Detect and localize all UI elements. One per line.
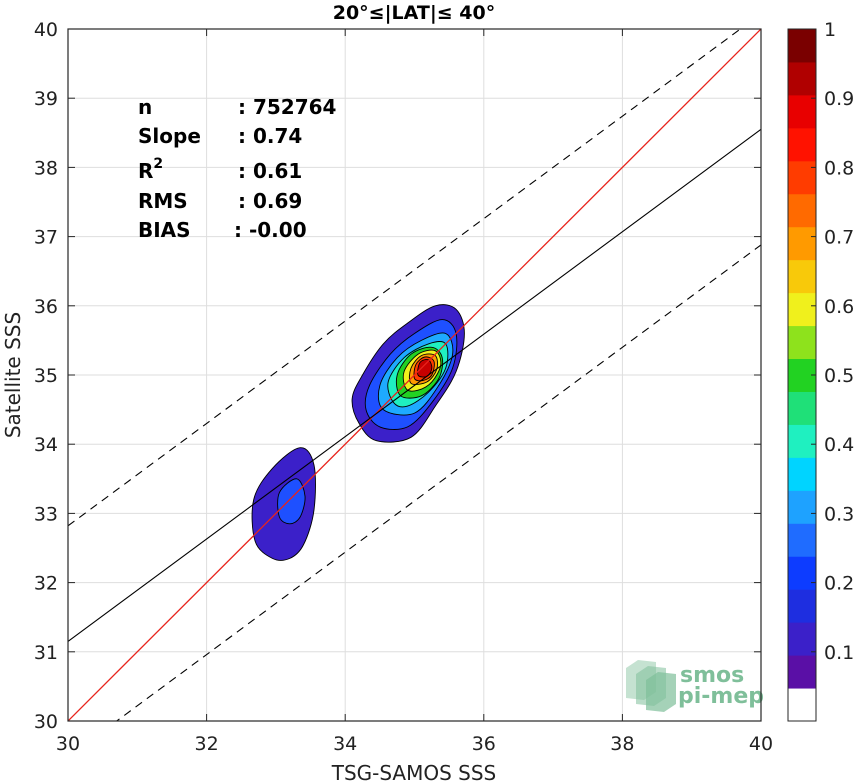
colorbar-segment bbox=[788, 424, 816, 458]
colorbar-tick-label: 0.2 bbox=[824, 573, 854, 595]
stat-label: RMS bbox=[138, 189, 188, 213]
x-tick-label: 32 bbox=[195, 733, 219, 755]
logo-layer bbox=[646, 672, 676, 712]
stat-value: : -0.00 bbox=[234, 218, 307, 242]
colorbar-tick-label: 0.1 bbox=[824, 642, 854, 664]
stat-label: BIAS bbox=[138, 218, 191, 242]
colorbar-segment bbox=[788, 457, 816, 491]
y-tick-label: 36 bbox=[34, 296, 58, 318]
colorbar-segment bbox=[788, 556, 816, 590]
y-tick-label: 38 bbox=[34, 157, 58, 179]
chart-title: 20°≤|LAT|≤ 40° bbox=[333, 2, 496, 24]
colorbar: 0.1 0.2 0.3 0.4 0.5 0.6 0.7 0.8 0.9 1 bbox=[787, 19, 854, 722]
stat-value: : 0.74 bbox=[238, 124, 302, 148]
colorbar-tick-label: 0.5 bbox=[824, 365, 854, 387]
y-tick-label: 39 bbox=[34, 88, 58, 110]
reference-lines bbox=[68, 29, 761, 721]
colorbar-segment bbox=[788, 589, 816, 623]
colorbar-tick-label: 0.4 bbox=[824, 434, 854, 456]
colorbar-segment bbox=[788, 61, 816, 96]
y-tick-label: 40 bbox=[34, 19, 58, 41]
colorbar-segment bbox=[788, 160, 816, 195]
colorbar-tick-label: 0.8 bbox=[824, 157, 854, 179]
colorbar-segment bbox=[788, 226, 816, 261]
colorbar-segment bbox=[788, 127, 816, 162]
colorbar-segment bbox=[788, 29, 816, 63]
stat-superscript: 2 bbox=[153, 156, 163, 172]
y-tick-label: 34 bbox=[34, 434, 58, 456]
colorbar-segment bbox=[788, 325, 816, 360]
density-contours bbox=[251, 304, 465, 561]
watermark-line1: smos bbox=[680, 663, 744, 688]
y-tick-label: 33 bbox=[34, 503, 58, 525]
smos-logo-icon bbox=[626, 660, 676, 712]
watermark-line2: pi-mep bbox=[678, 684, 764, 709]
colorbar-segment bbox=[788, 391, 816, 425]
one-to-one-line bbox=[68, 29, 761, 721]
y-tick-label: 32 bbox=[34, 573, 58, 595]
fit-line bbox=[68, 128, 761, 642]
colorbar-segment bbox=[788, 292, 816, 327]
colorbar-tick-label: 0.6 bbox=[824, 296, 854, 318]
colorbar-segment bbox=[788, 490, 816, 524]
x-tick-label: 36 bbox=[472, 733, 496, 755]
stat-label: n bbox=[138, 95, 152, 119]
y-tick-label: 35 bbox=[34, 365, 58, 387]
x-tick-label: 40 bbox=[749, 733, 773, 755]
stat-value: : 752764 bbox=[238, 95, 336, 119]
y-tick-label: 30 bbox=[34, 711, 58, 733]
watermark-logo: smos pi-mep bbox=[626, 660, 764, 712]
colorbar-tick-label: 0.7 bbox=[824, 227, 854, 249]
axis-ticks: 30 32 34 36 38 40 30 31 32 33 34 35 36 37 38 39 40 bbox=[34, 19, 773, 755]
x-tick-label: 30 bbox=[56, 733, 80, 755]
contour-level-0_15 bbox=[277, 478, 306, 525]
colorbar-segment bbox=[788, 622, 816, 656]
cluster-secondary bbox=[251, 447, 316, 561]
stat-value: : 0.69 bbox=[238, 189, 302, 213]
lower-bound-dashed-line bbox=[115, 244, 761, 721]
colorbar-tick-label: 0.9 bbox=[824, 88, 854, 110]
stat-label: Slope bbox=[138, 124, 201, 148]
stat-value: : 0.61 bbox=[238, 159, 302, 183]
y-tick-label: 37 bbox=[34, 227, 58, 249]
x-axis-label: TSG-SAMOS SSS bbox=[331, 761, 497, 784]
colorbar-tick-label: 0.3 bbox=[824, 503, 854, 525]
stat-label: R2 bbox=[138, 156, 163, 183]
y-axis-label: Satellite SSS bbox=[1, 312, 25, 438]
colorbar-segment bbox=[788, 523, 816, 557]
colorbar-tick-label: 1 bbox=[824, 19, 836, 41]
stats-box: n : 752764 Slope : 0.74 R2 : 0.61 RMS : 0.69 BIA… bbox=[138, 95, 336, 242]
colorbar-segment bbox=[788, 259, 816, 294]
colorbar-segment bbox=[788, 193, 816, 228]
colorbar-segment bbox=[788, 94, 816, 129]
x-tick-label: 38 bbox=[610, 733, 634, 755]
cluster-main bbox=[351, 304, 465, 443]
upper-bound-dashed-line bbox=[68, 29, 742, 527]
x-tick-label: 34 bbox=[333, 733, 357, 755]
y-tick-label: 31 bbox=[34, 642, 58, 664]
colorbar-segment bbox=[788, 688, 816, 722]
colorbar-segment bbox=[788, 655, 816, 689]
